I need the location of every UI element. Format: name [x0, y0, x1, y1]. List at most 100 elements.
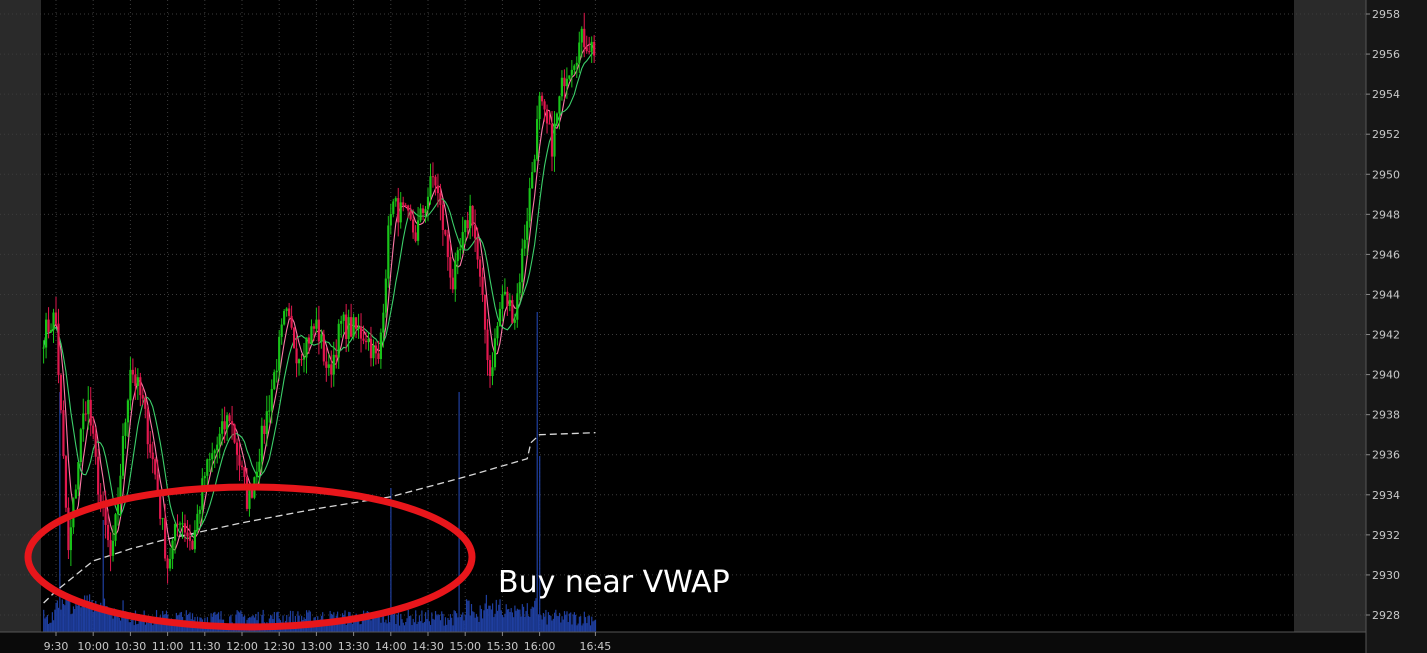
- volume-bar-383: [518, 609, 520, 632]
- candle-147: [407, 204, 410, 219]
- volume-bar-299: [413, 622, 416, 632]
- candle-13: [74, 484, 77, 499]
- volume-bar-340: [464, 614, 466, 632]
- volume-bar-332: [454, 611, 456, 632]
- volume-bar-66: [124, 611, 127, 632]
- volume-bar-432: [578, 616, 580, 632]
- volume-bar-84: [147, 622, 149, 632]
- volume-bar-177: [262, 609, 264, 632]
- volume-bar-67: [126, 616, 128, 632]
- candle-28: [111, 525, 115, 562]
- candle-120: [340, 315, 343, 338]
- volume-bar-38: [90, 601, 92, 632]
- candle-123: [347, 309, 350, 352]
- candle-191: [516, 283, 519, 328]
- volume-bar-258: [363, 610, 365, 632]
- volume-bar-239: [339, 618, 341, 632]
- volume-bar-4: [48, 623, 50, 632]
- candle-202: [543, 99, 546, 122]
- candle-188: [508, 293, 511, 312]
- volume-bar-362: [491, 603, 494, 632]
- candle-139: [387, 215, 390, 288]
- candle-163: [446, 229, 449, 271]
- candle-156: [429, 163, 432, 205]
- volume-bar-73: [133, 625, 135, 632]
- candle-101: [292, 326, 296, 349]
- time-axis-panel: [0, 632, 1366, 653]
- candle-178: [483, 294, 487, 344]
- volume-bar-427: [572, 614, 574, 632]
- volume-bar-405: [545, 609, 547, 632]
- volume-bar-264: [370, 620, 372, 632]
- candle-15: [79, 427, 82, 466]
- y-tick-label-0: 2928: [1372, 609, 1400, 622]
- volume-bar-428: [573, 612, 576, 632]
- volume-bar-365: [495, 599, 497, 632]
- candle-167: [456, 247, 459, 275]
- volume-bar-436: [583, 611, 585, 632]
- volume-bar-394: [531, 606, 533, 632]
- volume-bar-34: [85, 607, 87, 632]
- volume-bar-77: [138, 614, 140, 632]
- volume-bar-390: [526, 603, 528, 632]
- candle-106: [305, 337, 308, 374]
- volume-bar-86: [149, 620, 151, 632]
- candle-47: [159, 492, 162, 526]
- volume-bar-155: [235, 614, 237, 632]
- candle-35: [129, 357, 132, 411]
- volume-bar-330: [452, 625, 454, 632]
- x-tick-label-10: 14:30: [412, 640, 444, 653]
- candle-152: [419, 203, 422, 223]
- candle-118: [335, 339, 338, 369]
- volume-bar-309: [426, 619, 428, 632]
- volume-bar-260: [365, 612, 367, 632]
- volume-bar-298: [412, 618, 414, 632]
- candle-77: [233, 423, 236, 444]
- volume-bar-300: [415, 610, 417, 632]
- volume-bar-273: [381, 611, 383, 632]
- candle-132: [369, 326, 373, 367]
- candle-32: [121, 423, 125, 480]
- candle-157: [431, 162, 435, 188]
- volume-bar-5: [49, 622, 51, 632]
- volume-bar-9: [54, 609, 56, 632]
- candle-71: [218, 426, 221, 459]
- candle-40: [141, 388, 144, 406]
- candle-200: [538, 91, 541, 130]
- volume-bar-286: [397, 612, 399, 632]
- volume-bar-319: [438, 614, 440, 632]
- volume-bar-368: [499, 599, 501, 632]
- volume-bar-416: [558, 612, 561, 632]
- candle-216: [578, 31, 581, 73]
- volume-bar-256: [360, 624, 362, 632]
- volume-bar-429: [575, 614, 577, 632]
- volume-bar-275: [384, 622, 386, 632]
- volume-bar-245: [346, 623, 349, 632]
- candle-154: [424, 206, 427, 223]
- volume-bar-388: [524, 616, 526, 632]
- volume-bar-421: [565, 614, 567, 632]
- volume-bar-263: [369, 613, 371, 632]
- volume-bar-87: [150, 622, 153, 632]
- candle-186: [503, 278, 506, 296]
- candle-110: [315, 307, 318, 333]
- volume-bar-430: [576, 625, 578, 632]
- volume-bar-287: [398, 625, 401, 632]
- volume-bar-322: [442, 613, 444, 632]
- candle-11: [69, 519, 72, 567]
- candle-196: [528, 177, 531, 228]
- candle-158: [434, 174, 437, 196]
- candle-111: [317, 305, 320, 355]
- candle-130: [364, 331, 368, 350]
- volume-bar-90: [154, 617, 156, 632]
- volume-bar-141: [217, 612, 220, 632]
- volume-bar-284: [395, 624, 397, 632]
- volume-bar-379: [513, 617, 515, 632]
- annotation-layer: Buy near VWAP: [24, 483, 730, 631]
- volume-bar-48: [102, 520, 104, 632]
- volume-bar-248: [350, 615, 352, 632]
- volume-bar-371: [503, 617, 505, 632]
- candle-86: [255, 461, 258, 485]
- candle-21: [94, 427, 97, 465]
- volume-bar-376: [509, 612, 511, 632]
